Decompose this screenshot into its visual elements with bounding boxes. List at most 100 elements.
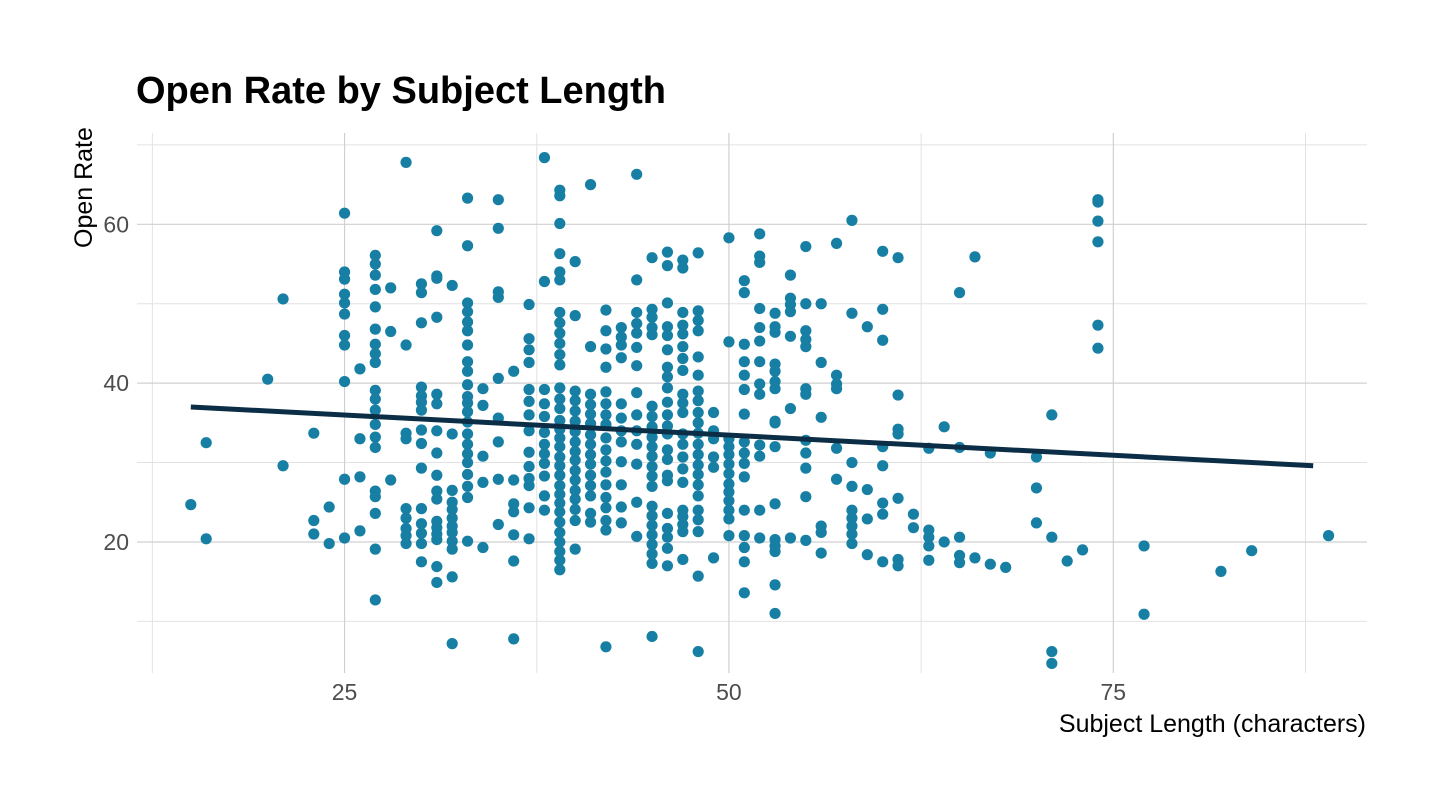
data-point [677,364,689,377]
data-point [738,383,750,396]
data-point [415,462,428,474]
data-point [707,552,720,564]
data-point [554,274,566,286]
data-point [431,469,443,481]
data-point [523,356,535,369]
data-point [446,279,458,292]
data-point [631,341,643,354]
data-point [723,530,735,542]
data-point [584,469,597,481]
data-point [846,520,858,532]
data-point [769,498,781,510]
data-point [523,344,535,356]
data-point [692,417,704,429]
data-point [892,252,904,264]
data-point [661,371,674,383]
data-point [846,528,858,540]
data-point [754,302,766,315]
data-point [661,329,674,342]
data-point [877,334,889,346]
data-point [661,475,674,487]
chart-title: Open Rate by Subject Length [136,70,666,112]
data-point [661,297,674,309]
data-point [815,356,827,369]
y-tick-label: 40 [103,370,129,396]
data-point [369,543,381,555]
data-point [600,343,612,355]
data-point [1046,657,1058,670]
data-point [846,512,858,524]
data-point [415,424,428,436]
data-point [677,553,689,566]
data-point [600,502,612,514]
data-point [769,383,781,395]
data-point [861,483,873,496]
data-point [738,275,750,287]
data-point [661,321,674,333]
data-point [677,352,689,365]
data-point [584,438,597,450]
data-point [738,287,750,299]
data-point [508,498,520,510]
data-point [723,486,735,498]
data-point [692,305,704,317]
data-point [784,330,797,342]
data-point [385,325,397,338]
data-point [461,356,474,368]
data-point [754,532,766,544]
data-point [477,541,489,554]
data-point [646,329,658,341]
data-point [615,339,627,351]
data-point [600,398,612,410]
data-point [492,473,504,485]
data-point [554,217,566,230]
data-point [538,490,551,502]
data-point [415,381,428,393]
data-point [415,287,428,299]
data-point [723,458,735,470]
data-point [892,560,904,572]
data-point [338,375,351,388]
major-gridlines [137,133,1367,673]
data-point [569,436,581,448]
data-point [692,490,704,502]
data-point [723,449,735,461]
data-point [646,431,658,443]
trend-line [190,404,1314,469]
data-point [830,383,843,395]
data-point [631,409,643,421]
data-point [338,288,351,300]
data-point [861,549,873,561]
data-point [754,228,766,240]
data-point [461,397,474,409]
data-point [661,522,674,535]
data-point [800,491,812,503]
data-point [431,272,443,284]
data-point [477,383,489,395]
data-point [584,516,597,528]
data-point [1000,561,1012,573]
data-point [677,526,689,538]
data-point [523,460,535,473]
data-point [677,388,689,400]
data-point [646,480,658,492]
data-point [477,399,489,411]
data-point [784,306,797,318]
data-point [461,438,474,450]
data-point [646,410,658,423]
data-point [738,504,750,516]
data-point [661,531,674,543]
data-point [723,513,735,525]
data-point [508,633,520,645]
data-point [446,484,458,496]
data-point [754,335,766,347]
data-point [554,479,566,492]
data-point [631,438,643,450]
data-point [600,455,612,467]
data-point [692,570,704,582]
x-axis-title: Subject Length (characters) [1059,710,1366,738]
data-point [554,488,566,500]
data-point [892,492,904,504]
data-point [646,529,658,541]
data-point [369,269,381,281]
